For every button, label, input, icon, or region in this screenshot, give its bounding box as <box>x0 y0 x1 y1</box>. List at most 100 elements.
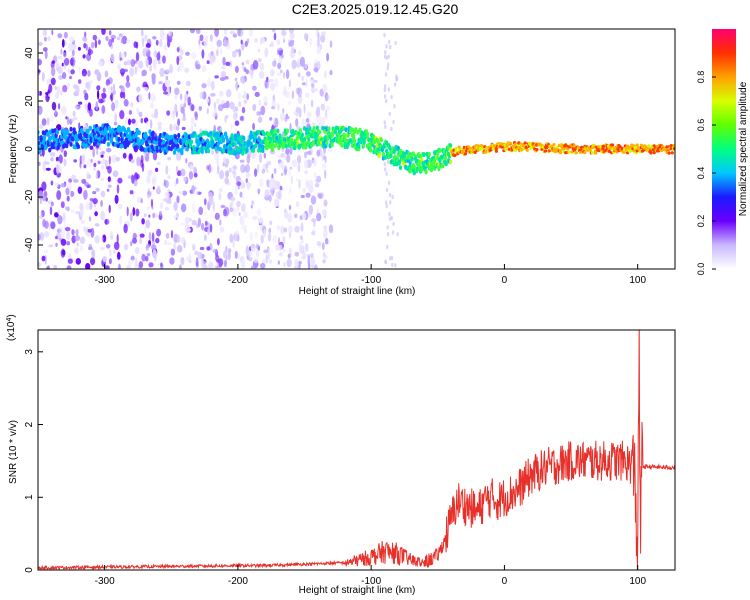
noise-blob <box>391 194 394 200</box>
noise-blob <box>206 60 210 65</box>
noise-blob <box>225 89 232 98</box>
noise-blob <box>276 224 280 231</box>
noise-blob <box>279 185 283 191</box>
noise-blob <box>164 206 170 211</box>
signal-blob <box>362 137 366 143</box>
noise-blob <box>54 86 58 91</box>
signal-blob <box>504 147 508 152</box>
noise-blob <box>212 248 218 254</box>
noise-blob <box>148 231 152 241</box>
noise-blob <box>325 94 330 101</box>
noise-blob <box>295 118 299 127</box>
noise-blob <box>130 240 133 247</box>
noise-blob <box>75 85 80 95</box>
noise-blob <box>125 81 131 88</box>
noise-blob <box>136 173 140 180</box>
noise-blob <box>104 159 108 168</box>
noise-blob <box>83 226 86 232</box>
noise-blob <box>92 148 95 158</box>
signal-blob <box>508 141 512 145</box>
noise-blob <box>63 31 68 39</box>
noise-blob <box>255 250 260 258</box>
noise-blob <box>65 187 70 196</box>
colorbar-tick-label: 0.2 <box>696 215 706 228</box>
noise-blob <box>136 86 141 93</box>
noise-blob <box>210 60 213 65</box>
noise-blob <box>210 80 215 91</box>
noise-blob <box>394 40 397 46</box>
noise-blob <box>223 29 228 36</box>
noise-blob <box>230 124 233 130</box>
noise-blob <box>385 44 388 49</box>
noise-blob <box>297 163 301 172</box>
noise-blob <box>246 93 249 101</box>
signal-blob <box>333 129 337 135</box>
noise-blob <box>220 204 226 209</box>
noise-blob <box>283 227 288 233</box>
x-tick-label: -300 <box>95 576 115 587</box>
signal-blob <box>180 149 184 155</box>
signal-blob <box>300 132 304 138</box>
noise-blob <box>231 200 235 205</box>
noise-blob <box>320 117 326 125</box>
noise-blob <box>78 101 83 105</box>
noise-blob <box>220 70 227 78</box>
noise-blob <box>154 108 159 119</box>
noise-blob <box>181 126 186 131</box>
noise-blob <box>123 61 128 66</box>
noise-blob <box>151 73 156 81</box>
noise-blob <box>241 62 245 66</box>
noise-blob <box>288 247 292 253</box>
signal-blob <box>427 152 431 157</box>
noise-blob <box>123 68 128 73</box>
noise-blob <box>95 187 100 192</box>
noise-blob <box>194 250 199 256</box>
noise-blob <box>389 200 392 205</box>
noise-blob <box>101 150 105 155</box>
noise-blob <box>322 83 328 93</box>
noise-blob <box>73 159 77 163</box>
signal-blob <box>69 142 73 147</box>
noise-blob <box>293 111 297 116</box>
noise-blob <box>153 213 159 218</box>
noise-blob <box>140 117 144 124</box>
noise-blob <box>311 86 316 94</box>
noise-blob <box>38 105 43 115</box>
noise-blob <box>256 163 260 173</box>
noise-blob <box>321 242 325 251</box>
noise-blob <box>190 116 195 126</box>
noise-blob <box>141 253 146 262</box>
noise-blob <box>41 147 45 157</box>
noise-blob <box>272 94 276 102</box>
noise-blob <box>289 29 294 34</box>
signal-blob <box>484 149 488 153</box>
noise-blob <box>70 209 76 214</box>
noise-blob <box>71 43 77 50</box>
noise-blob <box>285 113 289 118</box>
noise-blob <box>279 112 286 122</box>
noise-blob <box>87 70 91 77</box>
noise-blob <box>303 104 306 114</box>
noise-blob <box>320 103 325 111</box>
noise-blob <box>39 124 44 129</box>
noise-blob <box>388 111 391 117</box>
signal-blob <box>449 143 453 149</box>
noise-blob <box>157 124 162 131</box>
signal-blob <box>99 126 103 132</box>
noise-blob <box>152 186 155 190</box>
noise-blob <box>387 62 390 67</box>
noise-blob <box>55 156 60 162</box>
noise-blob <box>66 206 70 212</box>
noise-blob <box>235 81 239 91</box>
noise-blob <box>198 44 202 50</box>
signal-blob <box>389 153 393 159</box>
noise-blob <box>279 69 283 74</box>
noise-blob <box>311 231 316 236</box>
noise-blob <box>236 200 241 208</box>
signal-blob <box>433 158 437 164</box>
signal-blob <box>79 132 83 138</box>
x-tick-label: -200 <box>228 576 248 587</box>
noise-blob <box>104 265 110 269</box>
noise-blob <box>176 195 180 204</box>
